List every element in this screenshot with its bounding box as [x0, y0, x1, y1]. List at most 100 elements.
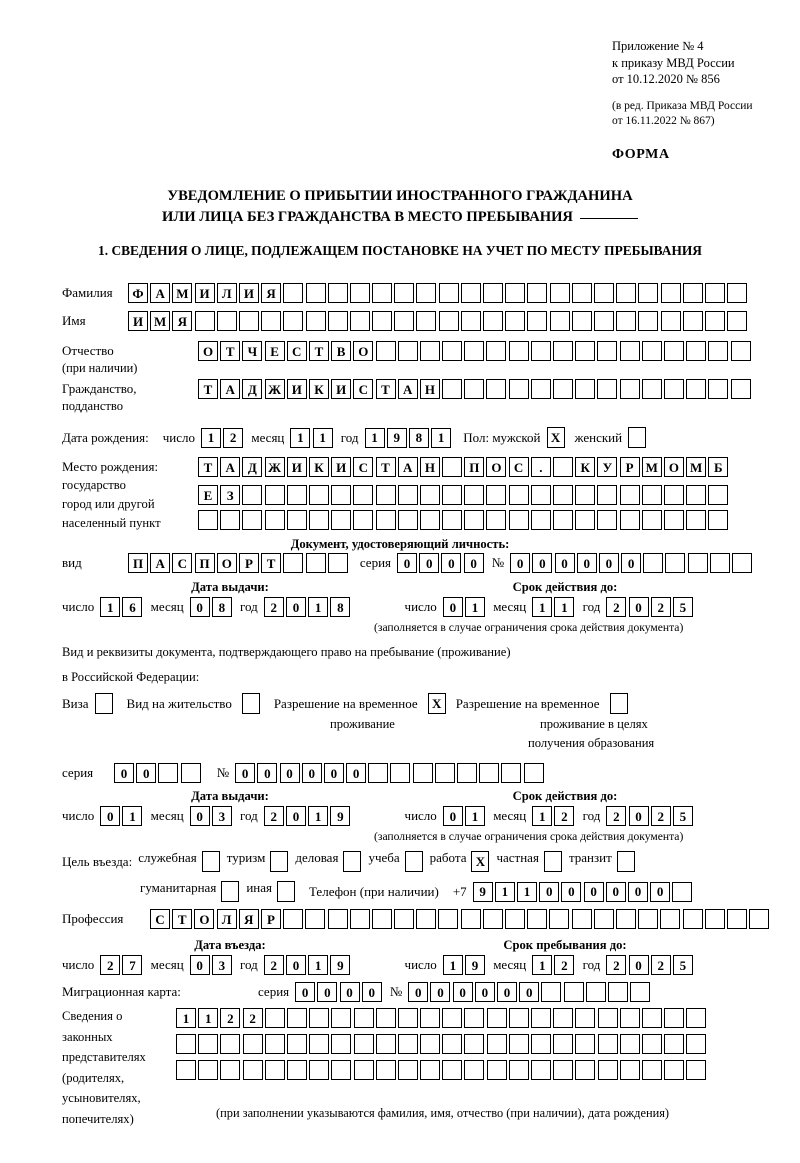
- citizenship-cell[interactable]: [730, 379, 751, 399]
- id-number-cell[interactable]: 0: [532, 553, 553, 573]
- firstname-cell[interactable]: [638, 311, 659, 331]
- patronymic-cell[interactable]: [397, 341, 418, 361]
- representatives-cell[interactable]: [176, 1034, 196, 1054]
- birthplace-cell[interactable]: Т: [198, 457, 218, 477]
- entry-year-cell[interactable]: 9: [330, 955, 351, 975]
- birthplace-cell[interactable]: М: [686, 457, 707, 477]
- representatives-cell[interactable]: 2: [220, 1008, 241, 1028]
- birthplace-cell[interactable]: [442, 510, 463, 530]
- birthplace-cell[interactable]: [242, 485, 263, 505]
- representatives-cell[interactable]: [641, 1008, 662, 1028]
- representatives-cell[interactable]: [309, 1008, 330, 1028]
- patronymic-cell[interactable]: [508, 341, 529, 361]
- migration-series-cell[interactable]: 0: [361, 982, 382, 1002]
- patronymic-cell[interactable]: [464, 341, 485, 361]
- migration-number-cell[interactable]: 0: [408, 982, 429, 1002]
- firstname-cell[interactable]: [704, 311, 725, 331]
- representatives-cell[interactable]: [242, 1060, 263, 1080]
- patronymic-cell[interactable]: [375, 341, 396, 361]
- surname-cell[interactable]: [638, 283, 659, 303]
- representatives-cell[interactable]: [597, 1034, 618, 1054]
- firstname-cell[interactable]: [682, 311, 703, 331]
- firstname-cell[interactable]: [727, 311, 748, 331]
- surname-cell[interactable]: [571, 283, 592, 303]
- profession-cell[interactable]: [505, 909, 525, 929]
- migration-number-cell[interactable]: 0: [452, 982, 473, 1002]
- surname-cell[interactable]: [682, 283, 703, 303]
- id-number-cell[interactable]: [709, 553, 730, 573]
- migration-number-cell[interactable]: [607, 982, 628, 1002]
- id-number-cell[interactable]: [665, 553, 686, 573]
- patronymic-cell[interactable]: [686, 341, 707, 361]
- birthplace-cell[interactable]: .: [530, 457, 551, 477]
- profession-cell[interactable]: [371, 909, 392, 929]
- firstname-cell[interactable]: М: [150, 311, 171, 331]
- profession-cell[interactable]: [704, 909, 725, 929]
- representatives-cell[interactable]: [264, 1034, 285, 1054]
- birthplace-cell[interactable]: [663, 510, 684, 530]
- representatives-cell[interactable]: 1: [198, 1008, 219, 1028]
- birthplace-cell[interactable]: Р: [619, 457, 640, 477]
- patronymic-cell[interactable]: [597, 341, 618, 361]
- representatives-cell[interactable]: [420, 1008, 441, 1028]
- birthplace-cell[interactable]: З: [220, 485, 241, 505]
- birthplace-cell[interactable]: [375, 485, 396, 505]
- patronymic-cell[interactable]: О: [353, 341, 374, 361]
- birthplace-cell[interactable]: [619, 485, 640, 505]
- birthplace-cell[interactable]: [597, 510, 618, 530]
- entry-year-cell[interactable]: 2: [263, 955, 284, 975]
- migration-number-cell[interactable]: [563, 982, 584, 1002]
- patronymic-cell[interactable]: С: [286, 341, 307, 361]
- profession-cell[interactable]: Т: [172, 909, 193, 929]
- representatives-cell[interactable]: [597, 1060, 618, 1080]
- firstname-cell[interactable]: [194, 311, 215, 331]
- migration-series-cell[interactable]: 0: [339, 982, 360, 1002]
- citizenship-cell[interactable]: К: [308, 379, 329, 399]
- entry-day-cell[interactable]: 2: [100, 955, 121, 975]
- firstname-cell[interactable]: [549, 311, 570, 331]
- birthplace-cell[interactable]: [619, 510, 640, 530]
- representatives-cell[interactable]: [531, 1060, 551, 1080]
- purpose-option-checkbox[interactable]: X: [471, 851, 490, 872]
- surname-cell[interactable]: [349, 283, 370, 303]
- representatives-cell[interactable]: [375, 1060, 396, 1080]
- stay-valid-month-cell[interactable]: 1: [532, 806, 553, 826]
- phone-cell[interactable]: 0: [605, 881, 626, 902]
- temporary-residence-checkbox[interactable]: X: [427, 693, 446, 714]
- purpose-option-checkbox[interactable]: [343, 851, 362, 872]
- profession-cell[interactable]: [638, 909, 659, 929]
- id-valid-year-cell[interactable]: 0: [628, 597, 649, 617]
- representatives-cell[interactable]: [664, 1008, 685, 1028]
- patronymic-cell[interactable]: Е: [264, 341, 285, 361]
- birthplace-cell[interactable]: [264, 485, 285, 505]
- firstname-cell[interactable]: [394, 311, 415, 331]
- birthplace-cell[interactable]: [553, 485, 573, 505]
- stay-number-cell[interactable]: 0: [279, 763, 300, 783]
- citizenship-cell[interactable]: [508, 379, 529, 399]
- representatives-cell[interactable]: [353, 1008, 374, 1028]
- id-valid-month-cell[interactable]: 1: [554, 597, 575, 617]
- birthplace-cell[interactable]: [597, 485, 618, 505]
- stay-number-cell[interactable]: 0: [346, 763, 367, 783]
- representatives-cell[interactable]: [198, 1060, 219, 1080]
- firstname-cell[interactable]: [460, 311, 481, 331]
- phone-cell[interactable]: 0: [583, 881, 604, 902]
- birthplace-cell[interactable]: [553, 510, 573, 530]
- stay-issue-day-cell[interactable]: 0: [100, 806, 121, 826]
- representatives-cell[interactable]: 2: [242, 1008, 263, 1028]
- birthplace-cell[interactable]: У: [597, 457, 618, 477]
- representatives-cell[interactable]: [486, 1034, 507, 1054]
- birthplace-cell[interactable]: Е: [198, 485, 218, 505]
- stay-issue-day-cell[interactable]: 1: [122, 806, 143, 826]
- citizenship-cell[interactable]: Т: [375, 379, 396, 399]
- citizenship-cell[interactable]: [641, 379, 662, 399]
- surname-cell[interactable]: А: [150, 283, 171, 303]
- representatives-cell[interactable]: [664, 1060, 685, 1080]
